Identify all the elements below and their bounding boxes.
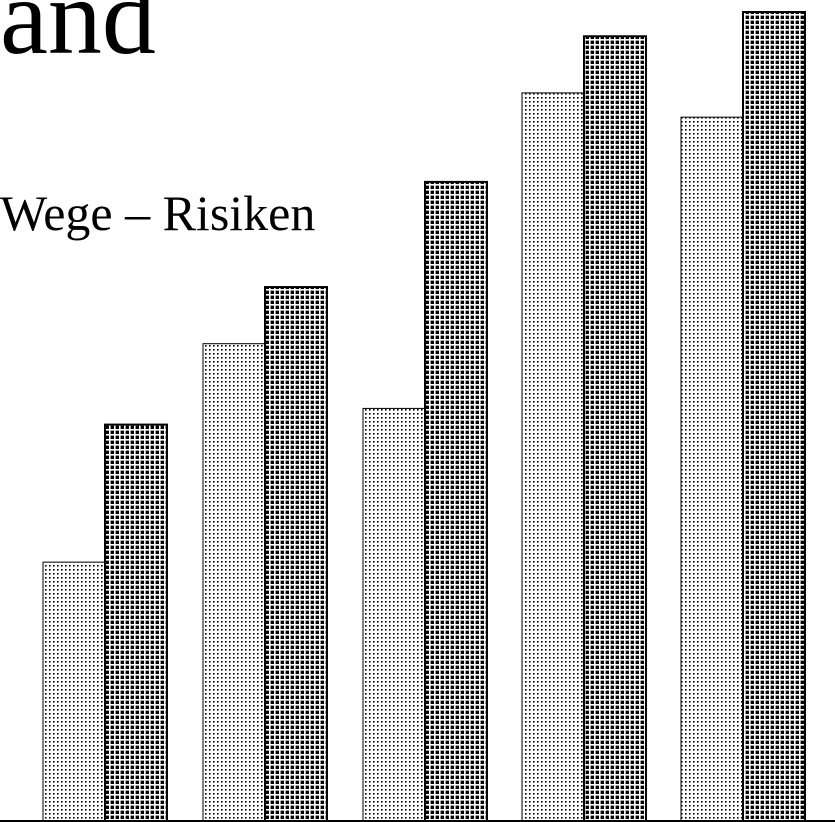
subtitle: Wege – Risiken bbox=[0, 185, 316, 241]
bar-group-3-series-1 bbox=[362, 407, 426, 822]
bar-group-4-series-1 bbox=[521, 92, 585, 822]
bar-group-2-series-2 bbox=[264, 286, 328, 822]
title-fragment: and bbox=[0, 0, 156, 77]
bar-group-5-series-1 bbox=[680, 116, 744, 822]
bar-group-4-series-2 bbox=[583, 35, 647, 822]
bars-group bbox=[42, 11, 806, 822]
bar-group-3-series-2 bbox=[424, 180, 488, 822]
bar-group-1-series-1 bbox=[42, 561, 106, 822]
bar-group-2-series-1 bbox=[202, 343, 266, 822]
bar-group-1-series-2 bbox=[104, 423, 168, 822]
bar-group-5-series-2 bbox=[742, 11, 806, 822]
